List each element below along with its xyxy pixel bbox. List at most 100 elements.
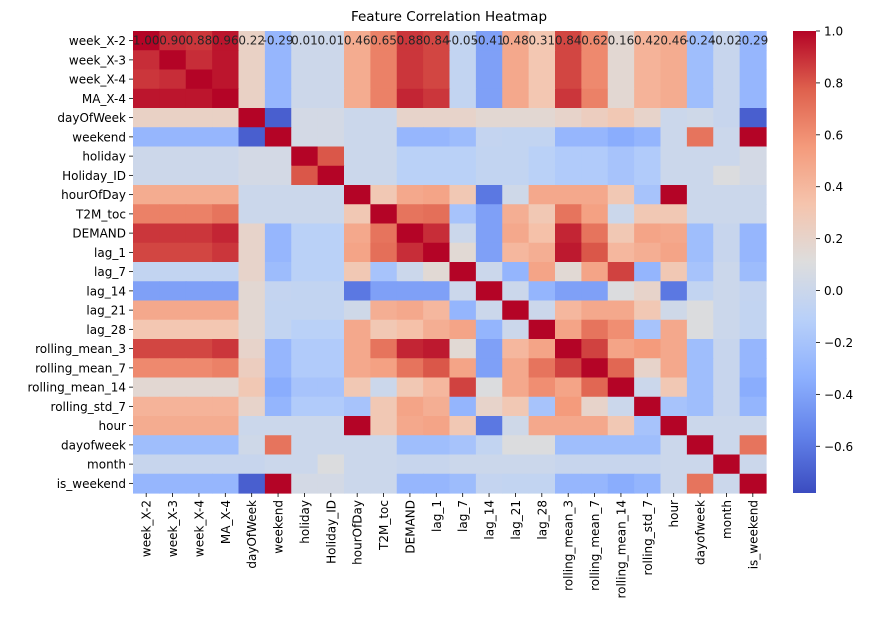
heatmap-cell	[581, 69, 609, 90]
heatmap-cell	[581, 50, 609, 71]
heatmap-cell	[660, 300, 688, 321]
colorbar-ticks: −0.6 −0.4 −0.2 0.0 0.2 0.4 0.6 0.8 1.0	[816, 25, 853, 454]
heatmap-cell	[449, 88, 477, 109]
heatmap-cell	[581, 319, 609, 340]
heatmap-cell	[634, 281, 662, 302]
heatmap-cell	[581, 88, 609, 109]
heatmap-cell	[739, 416, 767, 436]
cell-annotation: 0.16	[608, 34, 635, 48]
heatmap-cell	[607, 108, 635, 128]
heatmap-cell	[396, 185, 424, 205]
y-tick-label: Holiday_ID	[62, 169, 126, 183]
colorbar-tick-label: 0.6	[824, 128, 843, 142]
heatmap-cell	[555, 435, 582, 456]
x-tick-label: rolling_mean_7	[588, 500, 602, 591]
heatmap-cell	[212, 165, 240, 186]
heatmap-cell	[317, 127, 345, 148]
heatmap-cell	[713, 88, 741, 109]
cell-annotation: 1.00	[133, 34, 160, 48]
heatmap-cell	[634, 31, 662, 51]
heatmap-cell	[185, 396, 213, 417]
heatmap-cell	[660, 146, 688, 167]
heatmap-cell	[686, 281, 714, 302]
heatmap-cell	[264, 396, 292, 417]
heatmap-cell	[634, 204, 662, 225]
heatmap-cell	[264, 435, 292, 456]
y-tick-label: lag_14	[86, 284, 126, 298]
heatmap-cell	[264, 281, 292, 302]
heatmap-cell	[713, 127, 741, 148]
heatmap-cell	[291, 185, 319, 205]
heatmap-cell	[317, 223, 345, 244]
heatmap-cell	[133, 319, 160, 340]
heatmap-cell	[739, 339, 767, 359]
heatmap-cell	[713, 339, 741, 359]
heatmap-cell	[739, 435, 767, 456]
heatmap-cell	[133, 358, 160, 379]
heatmap-cell	[713, 300, 741, 321]
heatmap-cell	[581, 223, 609, 244]
heatmap-cell	[423, 300, 451, 321]
cell-annotation: 0.01	[317, 34, 344, 48]
heatmap-cell	[159, 31, 187, 51]
heatmap-cell	[449, 69, 477, 90]
heatmap-cell	[660, 319, 688, 340]
heatmap-cell	[739, 185, 767, 205]
heatmap-cell	[264, 358, 292, 379]
y-tick-label: hourOfDay	[61, 188, 126, 202]
heatmap-cell	[133, 339, 160, 359]
y-tick-label: lag_1	[94, 246, 126, 260]
heatmap-cell	[528, 358, 556, 379]
heatmap-cell	[660, 358, 688, 379]
heatmap-cell	[634, 473, 662, 494]
heatmap-cell	[370, 185, 398, 205]
heatmap-cell	[370, 319, 398, 340]
heatmap-cell	[475, 300, 503, 321]
heatmap-cell	[660, 223, 688, 244]
heatmap-cell	[212, 454, 240, 475]
heatmap-cell	[423, 69, 451, 90]
heatmap-cell	[581, 242, 609, 263]
heatmap-cell	[185, 146, 213, 167]
heatmap-cell	[660, 435, 688, 456]
heatmap-cell	[634, 435, 662, 456]
heatmap-cell	[713, 146, 741, 167]
y-tick-label: T2M_toc	[75, 207, 126, 221]
heatmap-cell	[423, 88, 451, 109]
x-tick-label: rolling_std_7	[641, 500, 655, 575]
heatmap-cell	[634, 146, 662, 167]
heatmap-cell	[396, 319, 424, 340]
heatmap-cell	[370, 377, 398, 398]
heatmap-cell	[739, 50, 767, 71]
heatmap-cell	[607, 396, 635, 417]
heatmap-cell	[133, 262, 160, 282]
heatmap-cell	[185, 358, 213, 379]
heatmap-cell	[555, 377, 582, 398]
heatmap-cell	[686, 377, 714, 398]
heatmap-cell	[264, 319, 292, 340]
heatmap-cell	[713, 416, 741, 436]
heatmap-cell	[634, 300, 662, 321]
heatmap-cell	[502, 242, 530, 263]
heatmap-cell	[555, 127, 582, 148]
heatmap-cell	[555, 396, 582, 417]
x-tick-label: lag_28	[535, 500, 549, 540]
heatmap-cell	[660, 108, 688, 128]
heatmap-cell	[555, 223, 582, 244]
heatmap-cell	[370, 69, 398, 90]
heatmap-cell	[133, 31, 160, 51]
heatmap-cell	[370, 396, 398, 417]
heatmap-cell	[686, 108, 714, 128]
heatmap-cell	[739, 88, 767, 109]
heatmap-cell	[502, 50, 530, 71]
heatmap-cell	[502, 339, 530, 359]
heatmap-cell	[475, 185, 503, 205]
heatmap-cell	[264, 339, 292, 359]
heatmap-cell	[264, 300, 292, 321]
heatmap-cell	[475, 242, 503, 263]
heatmap-cell	[607, 185, 635, 205]
heatmap-cell	[607, 300, 635, 321]
heatmap-cell	[291, 108, 319, 128]
heatmap-cell	[264, 242, 292, 263]
heatmap-cell	[396, 300, 424, 321]
